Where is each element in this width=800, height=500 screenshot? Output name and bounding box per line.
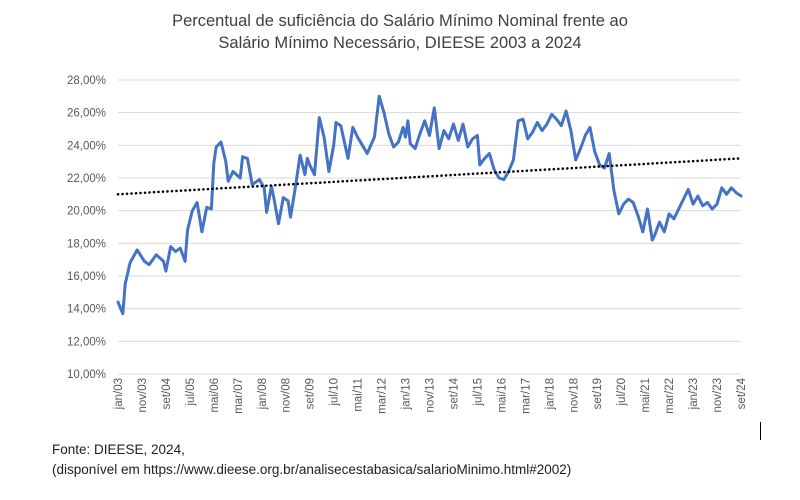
- y-tick-label: 20,00%: [67, 206, 106, 218]
- x-tick-label: jan/23: [688, 378, 700, 410]
- x-tick-label: mar/12: [377, 378, 389, 414]
- y-tick-label: 14,00%: [67, 304, 106, 316]
- x-tick-label: jul/20: [616, 378, 628, 407]
- x-tick-label: set/04: [161, 377, 173, 409]
- y-tick-label: 16,00%: [67, 271, 106, 283]
- x-axis-tick-labels: jan/03 nov/03 set/04 jul/05 mai/06 mar/07 jan/…: [113, 377, 748, 413]
- x-tick-label: jan/03: [113, 378, 125, 410]
- x-tick-label: jul/10: [329, 378, 341, 407]
- x-tick-label: nov/13: [425, 378, 437, 413]
- x-tick-label: nov/23: [712, 378, 724, 413]
- data-series: [116, 94, 743, 316]
- y-tick-label: 24,00%: [67, 140, 106, 152]
- chart-title: Percentual de suficiência do Salário Mín…: [0, 10, 800, 54]
- x-tick-label: nov/18: [568, 378, 580, 413]
- x-tick-label: mar/07: [233, 378, 245, 414]
- x-tick-label: mai/11: [353, 378, 365, 412]
- x-tick-label: mai/16: [496, 378, 508, 413]
- y-tick-label: 12,00%: [67, 336, 106, 348]
- y-tick-label: 26,00%: [67, 108, 106, 120]
- source-line-2: (disponível em https://www.dieese.org.br…: [52, 462, 572, 477]
- y-axis-tick-labels: 10,00% 12,00% 14,00% 16,00% 18,00% 20,00% 22,0…: [67, 75, 106, 381]
- x-tick-label: jul/05: [185, 378, 197, 407]
- text-cursor: [760, 422, 761, 440]
- x-tick-label: set/14: [448, 377, 460, 409]
- x-tick-label: jul/15: [472, 378, 484, 407]
- x-tick-label: set/09: [305, 378, 317, 409]
- series-line: [116, 94, 743, 316]
- y-tick-label: 10,00%: [67, 369, 106, 381]
- x-tick-label: mai/21: [640, 378, 652, 413]
- x-tick-label: mar/17: [520, 378, 532, 414]
- x-tick-label: nov/08: [281, 378, 293, 413]
- x-tick-label: nov/03: [137, 378, 149, 413]
- chart-title-line-1: Percentual de suficiência do Salário Mín…: [172, 12, 628, 30]
- gridlines: [118, 79, 741, 375]
- x-tick-label: jan/08: [257, 378, 269, 410]
- x-tick-label: set/19: [592, 378, 604, 409]
- x-tick-label: jan/18: [544, 378, 556, 410]
- source-note: Fonte: DIEESE, 2024, (disponível em http…: [52, 440, 571, 480]
- y-tick-label: 22,00%: [67, 173, 106, 185]
- source-line-1: Fonte: DIEESE, 2024,: [52, 442, 185, 457]
- trendline: [116, 157, 743, 196]
- x-tick-label: mai/06: [209, 378, 221, 413]
- x-tick-label: set/24: [736, 377, 748, 409]
- x-tick-label: jan/13: [401, 378, 413, 410]
- y-tick-label: 18,00%: [67, 238, 106, 250]
- chart-title-line-2: Salário Mínimo Necessário, DIEESE 2003 a…: [218, 34, 582, 52]
- y-tick-label: 28,00%: [67, 75, 106, 87]
- x-tick-label: mar/22: [664, 378, 676, 414]
